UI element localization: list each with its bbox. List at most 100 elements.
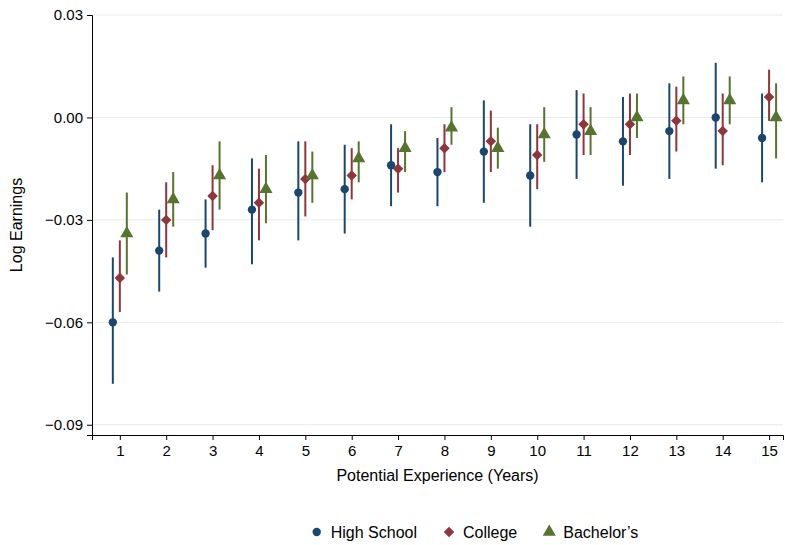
tick-mark: [305, 435, 306, 440]
tick-mark: [120, 435, 121, 440]
grid-line: [92, 424, 783, 425]
point: [115, 273, 125, 283]
axis-line: [87, 16, 93, 436]
tick: 0.00: [54, 109, 92, 126]
tick: 10: [529, 435, 546, 459]
marks: [109, 63, 783, 384]
axis-line: [93, 436, 784, 441]
point: [346, 170, 356, 180]
tick: 3: [209, 435, 217, 459]
legend-label: Bachelor’s: [563, 524, 638, 541]
tick: 13: [668, 435, 685, 459]
tick: −0.09: [45, 416, 92, 433]
grid: [92, 15, 783, 425]
point: [399, 141, 412, 152]
y-axis-title: Log Earnings: [8, 178, 25, 272]
point: [717, 126, 727, 136]
tick-label: 1: [116, 442, 124, 459]
tick-mark: [259, 435, 260, 440]
tick: −0.03: [45, 211, 92, 228]
plot: −0.09−0.06−0.030.000.0312345678910111213…: [45, 6, 783, 458]
point: [491, 141, 504, 152]
tick-label: 10: [529, 442, 546, 459]
tick: 1: [116, 435, 124, 459]
tick: 7: [394, 435, 402, 459]
x-axis: 123456789101112131415: [93, 435, 784, 459]
legend-label: High School: [331, 524, 417, 541]
tick-mark: [491, 435, 492, 440]
tick-label: −0.03: [45, 211, 83, 228]
tick-label: 6: [348, 442, 356, 459]
point: [155, 246, 163, 254]
tick: 4: [255, 435, 263, 459]
series: [120, 76, 782, 274]
tick-mark: [352, 435, 353, 440]
point: [619, 137, 627, 145]
point: [712, 113, 720, 121]
tick-label: 9: [487, 442, 495, 459]
tick: 9: [487, 435, 495, 459]
point: [306, 168, 319, 179]
tick-label: 11: [576, 442, 592, 459]
point: [439, 143, 449, 153]
tick-mark: [87, 117, 92, 118]
tick-label: 5: [302, 442, 310, 459]
point: [677, 93, 690, 104]
point: [352, 151, 365, 162]
point: [120, 226, 133, 237]
legend-label: College: [463, 524, 517, 541]
tick-label: −0.09: [45, 416, 83, 433]
tick-label: 0.03: [54, 6, 83, 23]
tick-label: 0.00: [54, 109, 83, 126]
tick: −0.06: [45, 314, 92, 331]
chart: −0.09−0.06−0.030.000.0312345678910111213…: [0, 0, 785, 545]
tick: 12: [622, 435, 639, 459]
point: [758, 134, 766, 142]
point: [671, 116, 681, 126]
tick: 2: [163, 435, 171, 459]
point: [213, 168, 226, 179]
tick: 5: [302, 435, 310, 459]
tick-mark: [584, 435, 585, 440]
point: [294, 188, 302, 196]
tick-label: 8: [441, 442, 449, 459]
tick: 14: [715, 435, 732, 459]
legend-item: College: [444, 524, 518, 541]
legend-marker: [444, 527, 454, 537]
tick-label: 4: [255, 442, 263, 459]
tick-label: 12: [622, 442, 639, 459]
tick-mark: [537, 435, 538, 440]
tick: 15: [761, 435, 778, 459]
point: [538, 127, 551, 138]
point: [341, 185, 349, 193]
legend-item: Bachelor’s: [543, 524, 639, 541]
tick-mark: [676, 435, 677, 440]
point: [526, 171, 534, 179]
legend: High School College Bachelor’s: [313, 524, 639, 541]
tick-mark: [87, 425, 92, 426]
tick-label: 15: [761, 442, 778, 459]
legend-item: High School: [313, 524, 417, 541]
point: [486, 136, 496, 146]
point: [259, 182, 272, 193]
tick-mark: [444, 435, 445, 440]
point: [764, 92, 774, 102]
tick: 8: [441, 435, 449, 459]
tick: 6: [348, 435, 356, 459]
point: [770, 110, 783, 121]
tick-label: 13: [668, 442, 685, 459]
tick-label: 7: [394, 442, 402, 459]
point: [630, 110, 643, 121]
point: [532, 150, 542, 160]
point: [254, 198, 264, 208]
tick-label: 2: [163, 442, 171, 459]
point: [584, 123, 597, 134]
point: [433, 168, 441, 176]
tick-mark: [723, 435, 724, 440]
x-axis-title: Potential Experience (Years): [336, 467, 538, 484]
tick: 11: [576, 435, 592, 459]
tick-label: −0.06: [45, 314, 83, 331]
grid-line: [92, 117, 783, 118]
tick-mark: [87, 322, 92, 323]
point: [445, 120, 458, 131]
